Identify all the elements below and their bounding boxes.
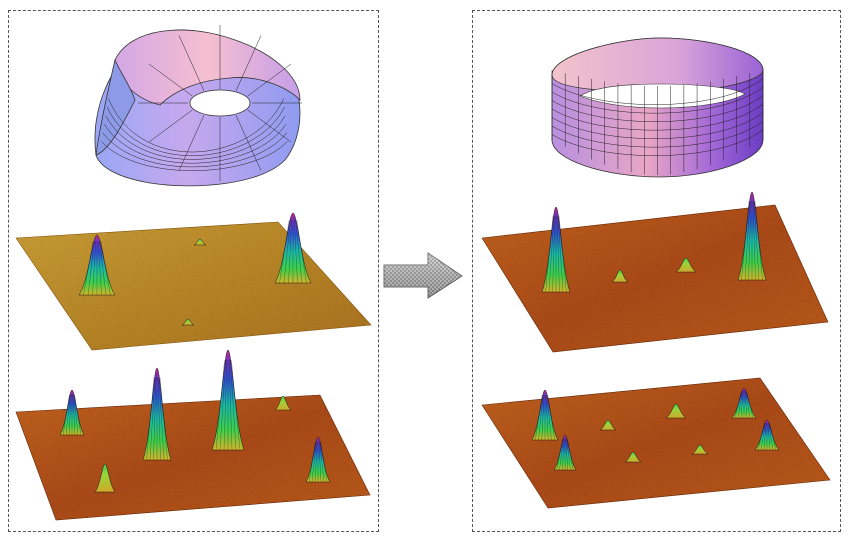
- surface-peak: [531, 389, 559, 441]
- mobius-strip: [94, 25, 302, 187]
- surface-bump: [193, 238, 207, 246]
- surface-bump: [599, 419, 617, 431]
- surface-bump: [665, 403, 687, 419]
- surface-peak: [59, 389, 85, 436]
- surface-bump: [181, 318, 195, 326]
- surface-peak: [553, 434, 577, 471]
- surface-peak: [142, 367, 172, 461]
- surface-peak: [211, 349, 245, 451]
- spectral-surface-several-peaks: [481, 377, 831, 509]
- spectral-surface-two-tall-peaks: [481, 204, 829, 353]
- surface-peak: [305, 436, 331, 483]
- surface-peak: [737, 191, 767, 281]
- surface-bump: [94, 463, 116, 493]
- surface-peak: [541, 206, 571, 293]
- surface-peak: [78, 234, 116, 296]
- surface-bump: [274, 395, 292, 411]
- left-panel: [8, 10, 379, 532]
- right-panel: [472, 10, 841, 532]
- surface-bump: [624, 451, 642, 463]
- surface-peak: [754, 419, 780, 451]
- surface-bump: [675, 257, 697, 273]
- cylindrical-band: [551, 37, 764, 178]
- transform-arrow-icon: [383, 252, 463, 299]
- surface-bump: [691, 444, 709, 455]
- spectral-surface-two-peaks: [15, 221, 372, 351]
- surface-peak: [731, 387, 757, 419]
- surface-bump: [611, 269, 629, 283]
- surface-peak: [274, 212, 312, 284]
